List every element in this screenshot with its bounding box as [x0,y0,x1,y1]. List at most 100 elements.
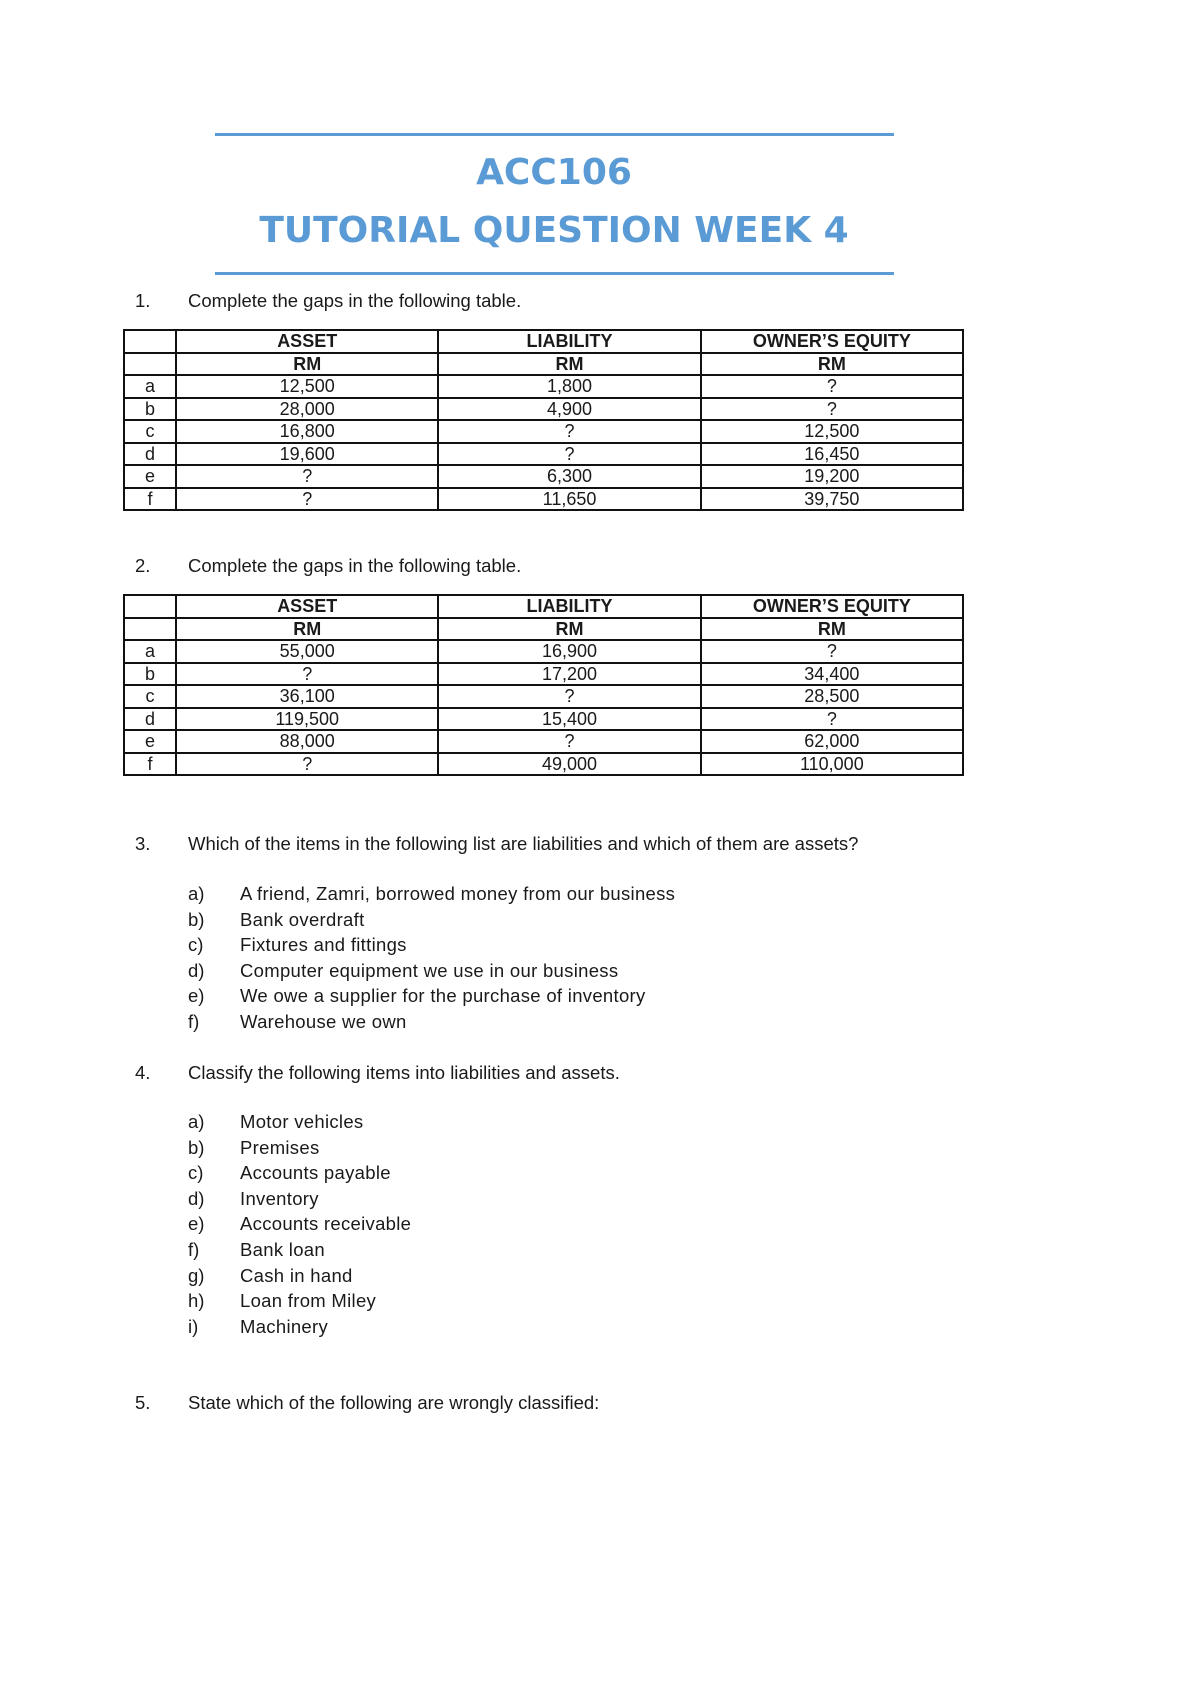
table-row: d 19,600? 16,450 [122,441,965,466]
row-label-cell: e [122,464,178,489]
table-cell: LIABILITY [437,329,702,354]
table-row: a 55,000 16,900? [122,639,965,664]
row-label-cell: d [122,706,178,731]
table-cell: ? [437,729,702,754]
item-text: Cash in hand [240,1264,353,1286]
item-letter: f) [188,1239,200,1260]
item-letter: b) [188,908,205,930]
table-row: e? 6,300 19,200 [122,464,965,489]
question-text: Classify the following items into liabil… [188,1062,620,1083]
table-cell: 19,600 [175,441,440,466]
table-cell: 12,500 [699,419,965,444]
table-cell: ? [175,464,440,489]
item-text: Warehouse we own [240,1011,407,1032]
question-number: 2. [135,555,151,576]
table-cell: 34,400 [699,661,965,686]
item-letter: d) [188,959,205,981]
item-letter: a) [188,1111,205,1132]
item-text: We owe a supplier for the purchase of in… [240,985,646,1007]
table-cell: 16,450 [699,441,965,466]
question-text: Complete the gaps in the following table… [188,290,522,311]
table-cell: ? [437,684,702,709]
item-letter: d) [188,1187,205,1209]
table-cell: 12,500 [175,374,440,399]
row-label-cell: c [122,419,178,444]
item-letter: c) [188,1162,204,1184]
item-letter: b) [188,1136,205,1158]
table-cell: RM [699,351,965,376]
table-q1: ASSET LIABILITY OWNER’S EQUITY RM RM RM a 12,50… [122,329,965,511]
row-label-cell [122,616,178,641]
item-text: Motor vehicles [240,1111,364,1132]
item-letter: a) [188,883,205,904]
question-number: 3. [135,833,151,854]
table-cell: ASSET [175,594,440,619]
item-letter: i) [188,1315,199,1337]
table-cell: 110,000 [699,751,965,776]
table-row: f? 49,000 110,000 [122,751,965,776]
row-label-cell: d [122,441,178,466]
table-cell: RM [175,351,440,376]
item-text: Bank overdraft [240,908,365,930]
table-cell: 36,100 [175,684,440,709]
item-letter: f) [188,1011,200,1032]
table-cell: ? [699,639,965,664]
top-rule [215,133,894,136]
table-cell: 28,000 [175,396,440,421]
question-number: 5. [135,1392,151,1413]
item-text: Accounts payable [240,1162,391,1184]
item-text: Inventory [240,1187,319,1209]
table-cell: 4,900 [437,396,702,421]
table-cell: ? [175,751,440,776]
item-text: Computer equipment we use in our busines… [240,959,619,981]
header-row: RM RM RM [122,351,965,376]
page-title: TUTORIAL QUESTION WEEK 4 [259,210,849,251]
table-cell: 17,200 [437,661,702,686]
table-cell: RM [175,616,440,641]
row-label-cell: b [122,396,178,421]
table-cell: OWNER’S EQUITY [699,329,965,354]
row-label-cell [122,594,178,619]
table-cell: 28,500 [699,684,965,709]
item-text: Bank loan [240,1239,325,1260]
table-cell: ? [699,396,965,421]
table-cell: LIABILITY [437,594,702,619]
table-cell: 1,800 [437,374,702,399]
table-cell: ? [699,374,965,399]
table-cell: 6,300 [437,464,702,489]
header-row: ASSET LIABILITY OWNER’S EQUITY [122,594,965,619]
table-cell: 119,500 [175,706,440,731]
table-cell: ? [437,419,702,444]
table-cell: ? [175,661,440,686]
row-label-cell: b [122,661,178,686]
table-cell: 55,000 [175,639,440,664]
row-label-cell: c [122,684,178,709]
question-text: Complete the gaps in the following table… [188,555,522,576]
question-text: State which of the following are wrongly… [188,1392,600,1413]
table-cell: RM [437,351,702,376]
table-row: a 12,500 1,800? [122,374,965,399]
table-cell: RM [437,616,702,641]
table-q2: ASSET LIABILITY OWNER’S EQUITY RM RM RM a 55,00… [122,594,965,776]
row-label-cell [122,351,178,376]
row-label-cell [122,329,178,354]
item-letter: e) [188,1213,205,1235]
item-letter: g) [188,1264,205,1286]
table-cell: 19,200 [699,464,965,489]
table-cell: 15,400 [437,706,702,731]
table-cell: 49,000 [437,751,702,776]
table-cell: 16,800 [175,419,440,444]
row-label-cell: e [122,729,178,754]
table-row: e 88,000? 62,000 [122,729,965,754]
question-number: 4. [135,1062,151,1083]
question-text: Which of the items in the following list… [188,833,859,854]
item-letter: e) [188,985,205,1007]
row-label-cell: f [122,751,178,776]
row-label-cell: a [122,374,178,399]
item-text: Loan from Miley [240,1290,377,1312]
bottom-rule [215,272,894,275]
table-cell: ? [175,486,440,511]
table-cell: 62,000 [699,729,965,754]
table-cell: ? [699,706,965,731]
row-label-cell: f [122,486,178,511]
